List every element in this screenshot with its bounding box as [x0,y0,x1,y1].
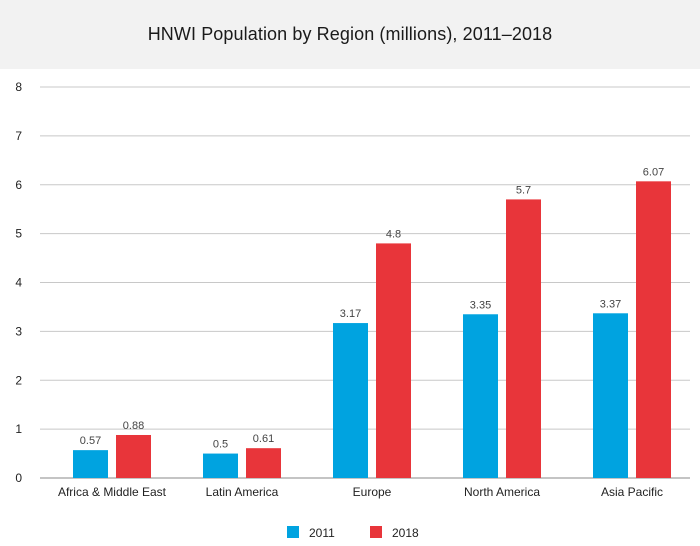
data-label: 4.8 [386,228,401,240]
legend-swatch-2018 [370,526,382,538]
data-label: 0.57 [80,435,101,447]
y-tick-label: 0 [15,471,22,485]
y-tick-label: 3 [15,324,22,338]
bar-2011-3 [463,314,498,478]
data-label: 3.35 [470,299,491,311]
data-label: 0.61 [253,433,274,445]
data-label: 0.88 [123,420,144,432]
chart-title: HNWI Population by Region (millions), 20… [147,24,553,44]
category-label: Latin America [206,485,279,499]
data-label: 0.5 [213,439,228,451]
bars [73,181,671,479]
y-tick-label: 1 [15,422,22,436]
category-label: Europe [353,485,392,499]
data-label: 5.7 [516,184,531,196]
bar-2011-4 [593,313,628,478]
bar-2018-0 [116,434,151,478]
bar-2018-3 [506,199,541,478]
chart-header: HNWI Population by Region (millions), 20… [0,0,700,69]
bar-2011-1 [203,453,238,478]
category-label: North America [464,485,540,499]
y-tick-label: 7 [15,129,22,143]
category-label: Africa & Middle East [58,485,167,499]
bar-2011-0 [73,450,108,478]
data-label: 3.37 [600,298,621,310]
y-tick-label: 4 [15,276,22,290]
y-tick-label: 2 [15,373,22,387]
legend-swatch-2011 [287,526,299,538]
y-tick-label: 8 [15,80,22,94]
legend-label-2018: 2018 [392,526,419,540]
data-label: 3.17 [340,308,361,320]
y-tick-label: 5 [15,227,22,241]
bar-2011-2 [333,323,368,478]
bar-2018-4 [636,181,671,479]
y-axis-ticks: 0 1 2 3 4 5 6 7 8 [15,80,22,485]
category-labels: Africa & Middle East Latin America Europe N… [58,485,663,499]
legend-label-2011: 2011 [309,526,335,540]
bar-2018-2 [376,243,411,478]
data-labels: 0.57 0.88 0.5 0.61 3.17 4.8 3.35 5.7 3.37 6.07 [80,166,664,450]
legend: 2011 2018 [287,526,419,540]
data-label: 6.07 [643,166,664,178]
bar-2018-1 [246,448,281,478]
y-tick-label: 6 [15,178,22,192]
category-label: Asia Pacific [601,485,663,499]
